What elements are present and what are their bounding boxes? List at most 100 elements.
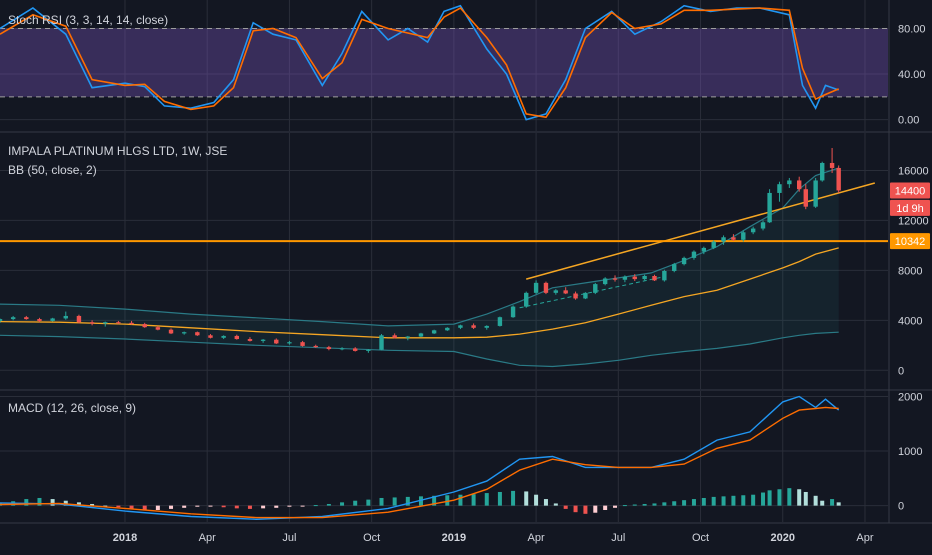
candle-body[interactable] xyxy=(622,276,628,280)
candle-body[interactable] xyxy=(563,290,568,294)
bb-legend[interactable]: BB (50, close, 2) xyxy=(8,163,97,177)
candle-body[interactable] xyxy=(533,282,539,293)
y-tick-label: 12000 xyxy=(898,215,929,227)
candle-body[interactable] xyxy=(672,264,677,271)
candle-body[interactable] xyxy=(553,290,559,293)
candle-body[interactable] xyxy=(89,322,95,324)
candle-body[interactable] xyxy=(691,251,697,258)
candle-body[interactable] xyxy=(234,335,239,340)
candle-body[interactable] xyxy=(63,315,68,319)
candle-body[interactable] xyxy=(0,319,3,321)
candle-body[interactable] xyxy=(524,292,529,307)
candle-body[interactable] xyxy=(366,349,371,351)
candle-body[interactable] xyxy=(721,237,726,242)
candle-body[interactable] xyxy=(431,330,437,334)
candle-body[interactable] xyxy=(445,327,450,331)
x-tick-label: Oct xyxy=(692,532,709,544)
candle-body[interactable] xyxy=(247,339,253,341)
price-label-last-badge xyxy=(890,182,930,199)
candle-body[interactable] xyxy=(221,335,226,338)
candle-body[interactable] xyxy=(76,315,82,323)
candle-body[interactable] xyxy=(103,322,108,324)
candle-body[interactable] xyxy=(612,278,618,280)
candle-body[interactable] xyxy=(829,162,835,168)
candle-body[interactable] xyxy=(741,232,746,240)
candle-body[interactable] xyxy=(652,275,657,281)
candle-body[interactable] xyxy=(510,306,516,318)
candle-body[interactable] xyxy=(10,317,16,320)
candle-body[interactable] xyxy=(353,348,358,351)
trend-line-support[interactable] xyxy=(519,276,665,309)
candle-body[interactable] xyxy=(181,332,187,334)
candle-body[interactable] xyxy=(168,329,174,334)
macd-histogram-bar xyxy=(603,505,608,510)
x-tick-label: 2018 xyxy=(113,532,137,544)
candle-body[interactable] xyxy=(797,180,802,190)
candle-body[interactable] xyxy=(471,325,476,328)
price-pane[interactable] xyxy=(0,147,888,371)
candle-body[interactable] xyxy=(50,318,55,321)
candle-body[interactable] xyxy=(37,319,42,321)
y-tick-label: 0 xyxy=(898,501,904,513)
stoch-rsi-legend[interactable]: Stoch RSI (3, 3, 14, 14, close) xyxy=(8,13,168,27)
candle-body[interactable] xyxy=(392,335,397,338)
candle-body[interactable] xyxy=(405,336,411,338)
candle-body[interactable] xyxy=(767,192,772,223)
macd-legend[interactable]: MACD (12, 26, close, 9) xyxy=(8,401,136,415)
macd-histogram-bar xyxy=(691,499,696,506)
candle-body[interactable] xyxy=(813,180,818,207)
candle-body[interactable] xyxy=(458,325,463,328)
candle-body[interactable] xyxy=(326,347,332,350)
candle-body[interactable] xyxy=(787,180,792,185)
candle-body[interactable] xyxy=(300,342,305,346)
candle-body[interactable] xyxy=(573,293,578,299)
macd-histogram-bar xyxy=(803,491,808,506)
macd-histogram-bar xyxy=(642,503,647,506)
candle-body[interactable] xyxy=(632,276,637,280)
candle-body[interactable] xyxy=(287,342,292,344)
candle-body[interactable] xyxy=(836,167,841,191)
candle-body[interactable] xyxy=(760,222,766,229)
candle-body[interactable] xyxy=(497,317,503,326)
candle-body[interactable] xyxy=(339,348,345,350)
candle-body[interactable] xyxy=(379,335,384,350)
candle-body[interactable] xyxy=(662,270,667,281)
candle-body[interactable] xyxy=(642,275,647,280)
candle-body[interactable] xyxy=(155,327,161,330)
time-axis[interactable]: 2018 Apr Jul Oct 2019 Apr Jul Oct 2020 Apr xyxy=(113,532,874,544)
candle-body[interactable] xyxy=(777,184,782,193)
candle-body[interactable] xyxy=(484,325,489,328)
macd-histogram-bar xyxy=(208,505,213,507)
candle-body[interactable] xyxy=(820,162,825,181)
macd-pane[interactable] xyxy=(0,395,888,521)
candle-body[interactable] xyxy=(142,324,147,328)
candle-body[interactable] xyxy=(274,339,279,344)
y-tick-label: 0.00 xyxy=(898,115,919,127)
candle-body[interactable] xyxy=(129,322,134,325)
candle-body[interactable] xyxy=(750,228,756,233)
candle-body[interactable] xyxy=(24,317,29,320)
candle-body[interactable] xyxy=(583,292,588,299)
candle-body[interactable] xyxy=(593,284,598,293)
stoch-rsi-pane[interactable] xyxy=(0,4,888,121)
candle-body[interactable] xyxy=(681,257,687,265)
candle-body[interactable] xyxy=(418,333,424,337)
candle-body[interactable] xyxy=(116,322,121,324)
candle-body[interactable] xyxy=(195,332,200,336)
candle-body[interactable] xyxy=(731,237,736,240)
candle-body[interactable] xyxy=(803,189,808,207)
candle-body[interactable] xyxy=(313,345,318,348)
symbol-title[interactable]: IMPALA PLATINUM HLGS LTD, 1W, JSE xyxy=(8,144,227,158)
price-label-hline: 10342 xyxy=(895,236,926,248)
candle-body[interactable] xyxy=(260,339,266,341)
candle-body[interactable] xyxy=(701,247,707,252)
candle-body[interactable] xyxy=(602,278,608,285)
macd-histogram-bar xyxy=(731,495,736,506)
candle-body[interactable] xyxy=(711,241,716,248)
x-tick-label: Jul xyxy=(282,532,296,544)
macd-histogram-bar xyxy=(155,505,160,510)
candle-body[interactable] xyxy=(543,282,549,293)
candle-body[interactable] xyxy=(208,335,213,338)
